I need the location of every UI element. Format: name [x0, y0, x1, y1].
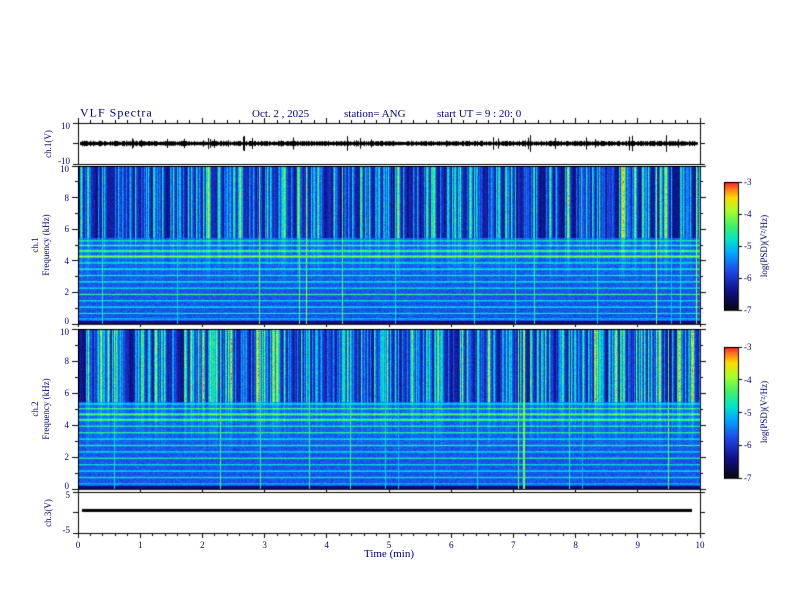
- tick-label: 0: [65, 316, 70, 326]
- tick-label: 6: [449, 540, 454, 550]
- tick-label: 6: [65, 224, 70, 234]
- station-label: station= ANG: [344, 108, 406, 120]
- ch1-voltage-axis-label: ch.1(V): [43, 130, 53, 158]
- tick-label: -6: [744, 273, 752, 283]
- vlf-spectra-figure: VLF Spectra Oct. 2 , 2025 station= ANG s…: [0, 0, 792, 612]
- date-label: Oct. 2 , 2025: [252, 108, 309, 120]
- tick-label: 1: [138, 540, 143, 550]
- ch1-axis-label-line2: Frequency (kHz): [41, 214, 52, 275]
- colorbar2-label: log(PSD)(V²/Hz): [759, 381, 769, 443]
- axes-frame-canvas: [0, 0, 792, 612]
- ch1-axis-label-line1: ch.1: [30, 214, 41, 275]
- ch2-axis-label-line2: Frequency (kHz): [41, 378, 52, 439]
- tick-label: -6: [744, 440, 752, 450]
- tick-label: -4: [744, 209, 752, 219]
- tick-label: 5: [66, 490, 71, 500]
- tick-label: -7: [744, 473, 752, 483]
- tick-label: 10: [696, 540, 705, 550]
- colorbar1-label: log(PSD)(V²/Hz): [759, 215, 769, 277]
- tick-label: 8: [573, 540, 578, 550]
- tick-label: 7: [511, 540, 516, 550]
- tick-label: 2: [65, 452, 70, 462]
- tick-label: 8: [65, 356, 70, 366]
- tick-label: 10: [60, 164, 69, 174]
- tick-label: 10: [61, 121, 70, 131]
- tick-label: -7: [744, 305, 752, 315]
- tick-label: 4: [325, 540, 330, 550]
- tick-label: -4: [744, 375, 752, 385]
- tick-label: 2: [65, 287, 70, 297]
- tick-label: -5: [63, 525, 71, 535]
- plot-title: VLF Spectra: [80, 106, 153, 121]
- tick-label: 4: [65, 420, 70, 430]
- tick-label: 8: [65, 193, 70, 203]
- tick-label: 9: [636, 540, 641, 550]
- tick-label: -3: [744, 342, 752, 352]
- ch2-frequency-axis-label: ch.2 Frequency (kHz): [30, 378, 52, 439]
- tick-label: 0: [76, 540, 81, 550]
- tick-label: 10: [60, 327, 69, 337]
- tick-label: 6: [65, 388, 70, 398]
- tick-label: 5: [387, 540, 392, 550]
- ch2-axis-label-line1: ch.2: [30, 378, 41, 439]
- ch1-frequency-axis-label: ch.1 Frequency (kHz): [30, 214, 52, 275]
- tick-label: 2: [200, 540, 205, 550]
- tick-label: -5: [744, 241, 752, 251]
- tick-label: 4: [65, 256, 70, 266]
- ch3-voltage-axis-label: ch.3(V): [43, 499, 53, 527]
- tick-label: -3: [744, 177, 752, 187]
- tick-label: -5: [744, 408, 752, 418]
- tick-label: 3: [262, 540, 267, 550]
- start-ut-label: start UT = 9 : 20: 0: [437, 108, 521, 120]
